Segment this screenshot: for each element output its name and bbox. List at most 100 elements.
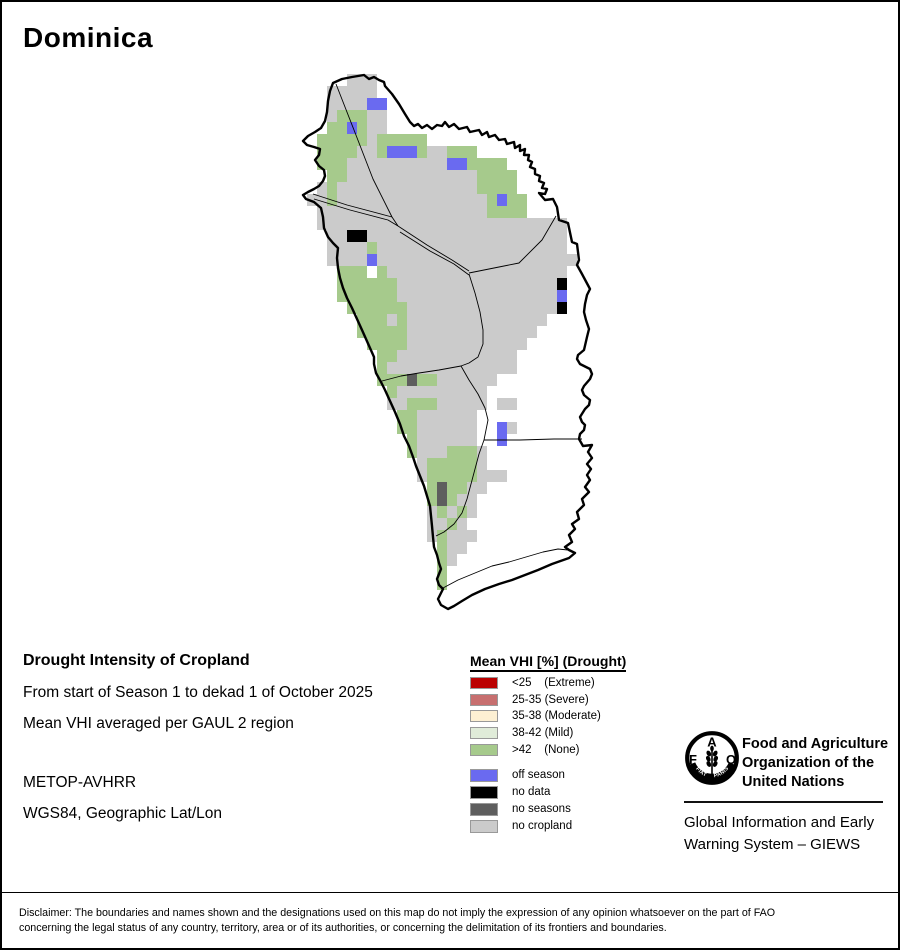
map-cell [497, 206, 507, 218]
map-cell [427, 194, 437, 206]
map-cell [387, 254, 397, 266]
map-cell [437, 554, 447, 566]
legend-swatch [470, 677, 498, 689]
map-cell [357, 314, 367, 326]
map-cell [437, 542, 447, 554]
map-cell [327, 146, 337, 158]
map-cell [397, 266, 407, 278]
map-cell [467, 254, 477, 266]
legend-swatch [470, 802, 498, 816]
map-cell [487, 326, 497, 338]
map-cell [407, 398, 417, 410]
map-cell [387, 278, 397, 290]
map-cell [447, 350, 457, 362]
map-cell [477, 278, 487, 290]
legend-row: off season [470, 768, 680, 782]
map-cell [407, 218, 417, 230]
map-cell [317, 182, 327, 194]
map-cell [537, 230, 547, 242]
map-cell [447, 290, 457, 302]
map-cell [517, 266, 527, 278]
map-cell [337, 218, 347, 230]
map-cell [377, 278, 387, 290]
map-cell [347, 74, 357, 86]
map-cell [387, 170, 397, 182]
map-cell [477, 206, 487, 218]
map-cell [337, 206, 347, 218]
map-cell [457, 530, 467, 542]
legend-label: <25 (Extreme) [512, 677, 595, 689]
map-cell [467, 398, 477, 410]
map-cell [417, 194, 427, 206]
map-cell [437, 434, 447, 446]
admin-boundary-line [435, 439, 485, 537]
map-cell [407, 350, 417, 362]
map-cell [407, 242, 417, 254]
map-cell [507, 422, 517, 434]
org-name-line: Organization of the [742, 755, 875, 771]
map-cell [327, 254, 337, 266]
map-cell [467, 290, 477, 302]
map-cell [567, 254, 577, 266]
map-cell [487, 242, 497, 254]
map-cell [487, 230, 497, 242]
map-cell [477, 374, 487, 386]
map-cell [387, 206, 397, 218]
admin-boundary-line [397, 225, 470, 272]
map-cell [427, 266, 437, 278]
map-cell [347, 98, 357, 110]
map-cell [397, 302, 407, 314]
map-cell [437, 458, 447, 470]
map-cell [497, 158, 507, 170]
map-cell [367, 146, 377, 158]
map-cell [447, 278, 457, 290]
map-cell [417, 230, 427, 242]
map-cell [467, 374, 477, 386]
map-cell [427, 182, 437, 194]
map-cell [557, 230, 567, 242]
map-cell [477, 194, 487, 206]
map-cell [457, 338, 467, 350]
map-cell [437, 242, 447, 254]
map-cell [347, 278, 357, 290]
map-cell [477, 362, 487, 374]
map-cell [377, 110, 387, 122]
map-cell [397, 398, 407, 410]
map-cell [477, 398, 487, 410]
map-cell [437, 398, 447, 410]
map-cell [447, 170, 457, 182]
map-cell [367, 242, 377, 254]
map-cell [477, 242, 487, 254]
map-cell [337, 86, 347, 98]
map-cell [537, 242, 547, 254]
map-cell [467, 182, 477, 194]
map-cell [407, 338, 417, 350]
map-cell [417, 386, 427, 398]
map-cell [317, 134, 327, 146]
map-cell [397, 230, 407, 242]
map-cell [377, 134, 387, 146]
map-cell [347, 146, 357, 158]
map-cell [327, 242, 337, 254]
map-cell [557, 266, 567, 278]
map-cell [477, 326, 487, 338]
map-cell [347, 218, 357, 230]
map-cell [437, 530, 447, 542]
map-cell [397, 134, 407, 146]
map-cell [427, 386, 437, 398]
map-cell [447, 446, 457, 458]
map-cell [417, 278, 427, 290]
map-cell [467, 230, 477, 242]
map-cell [397, 314, 407, 326]
map-cell [327, 206, 337, 218]
map-cell [377, 122, 387, 134]
map-cell [387, 302, 397, 314]
map-cell [357, 242, 367, 254]
map-cell [357, 254, 367, 266]
map-cell [427, 362, 437, 374]
map-cell [437, 206, 447, 218]
map-cell [457, 458, 467, 470]
map-cell [457, 518, 467, 530]
map-cell [367, 182, 377, 194]
